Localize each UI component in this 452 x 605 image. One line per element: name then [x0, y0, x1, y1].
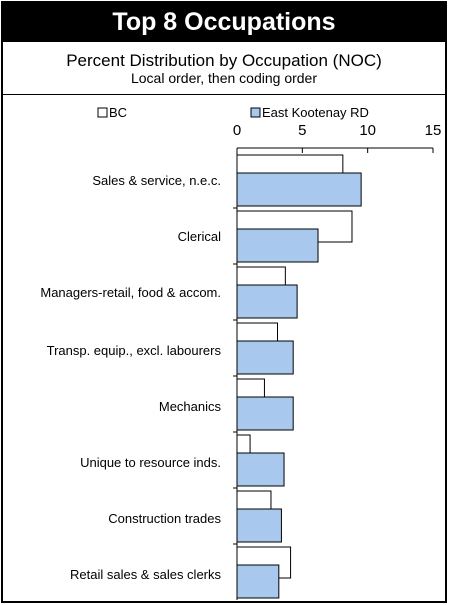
bar-east-kootenay [236, 452, 285, 487]
legend-swatch-bc [97, 107, 108, 118]
x-tick-label: 15 [425, 122, 442, 139]
x-tick-label: 0 [233, 122, 241, 139]
chart-subtitle-order: Local order, then coding order [130, 70, 317, 86]
category-label: Transp. equip., excl. labourers [46, 343, 221, 358]
x-tick-label: 10 [359, 122, 376, 139]
category-label: Sales & service, n.e.c. [92, 173, 221, 188]
chart-title: Top 8 Occupations [3, 3, 445, 42]
chart-subtitle-block: Percent Distribution by Occupation (NOC)… [3, 42, 445, 95]
legend-label-bc: BC [109, 105, 127, 120]
category-label: Unique to resource inds. [80, 455, 221, 470]
category-label: Managers-retail, food & accom. [40, 285, 221, 300]
category-label: Construction trades [108, 511, 221, 526]
category-label: Clerical [177, 229, 221, 244]
bar-east-kootenay [236, 508, 282, 543]
bar-east-kootenay [236, 564, 280, 599]
bar-east-kootenay [236, 172, 362, 207]
bar-east-kootenay [236, 396, 294, 431]
legend-swatch-east-kootenay [250, 107, 261, 118]
category-label: Mechanics [158, 399, 221, 414]
x-tick-label: 5 [298, 122, 306, 139]
bar-east-kootenay [236, 340, 294, 375]
legend-label-east-kootenay: East Kootenay RD [262, 105, 369, 120]
bar-east-kootenay [236, 228, 319, 263]
bar-east-kootenay [236, 284, 298, 319]
category-label: Retail sales & sales clerks [70, 567, 221, 582]
chart-subtitle: Percent Distribution by Occupation (NOC) [66, 51, 382, 70]
